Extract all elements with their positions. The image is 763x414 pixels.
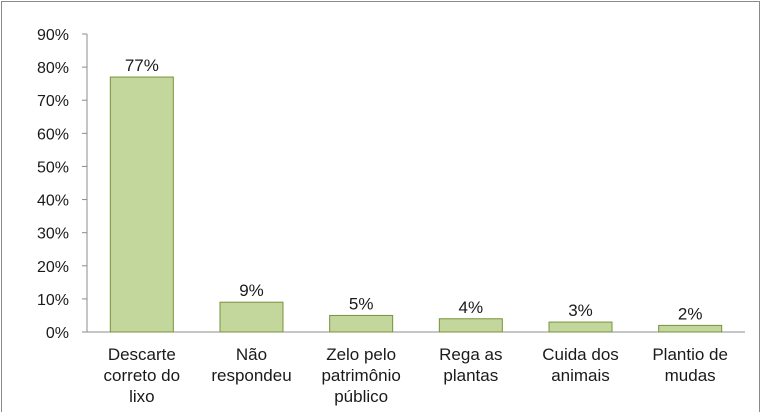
y-tick-label: 0% (46, 325, 69, 342)
category-label: Plantio de mudas (652, 345, 728, 385)
category-label: Zelo pelo patrimônio público (321, 345, 400, 406)
y-tick-label: 80% (37, 60, 69, 77)
category-label-line: Cuida dos (542, 345, 619, 364)
bars (109, 76, 723, 333)
category-label: Cuida dos animais (542, 345, 619, 385)
bar (219, 301, 284, 333)
data-label: 9% (239, 281, 264, 300)
category-label-line: Não (236, 345, 267, 364)
y-tick-label: 60% (37, 126, 69, 143)
y-tick-label: 70% (37, 93, 69, 110)
y-tick-label: 20% (37, 259, 69, 276)
category-label-line: mudas (665, 366, 716, 385)
category-label-line: Rega as (439, 345, 502, 364)
bar (109, 76, 174, 333)
bar (329, 314, 394, 333)
y-tick-labels: 0% 10% 20% 30% 40% 50% 60% 70% 80% 90% (37, 27, 87, 342)
bar (658, 324, 723, 333)
data-labels: 77% 9% 5% 4% 3% 2% (125, 56, 703, 323)
y-tick-label: 50% (37, 159, 69, 176)
y-tick-label: 40% (37, 193, 69, 210)
category-label: Não respondeu (211, 345, 291, 385)
data-label: 5% (349, 294, 374, 313)
data-label: 4% (459, 298, 484, 317)
category-label-line: respondeu (211, 366, 291, 385)
bar (548, 321, 613, 333)
data-label: 3% (568, 301, 593, 320)
category-label: Descarte correto do lixo (104, 345, 181, 406)
y-tick-label: 10% (37, 292, 69, 309)
category-label-line: lixo (129, 387, 155, 406)
data-label: 2% (678, 304, 703, 323)
category-label-line: público (334, 387, 388, 406)
bar (438, 318, 503, 333)
data-label: 77% (125, 56, 159, 75)
category-label: Rega as plantas (439, 345, 502, 385)
category-label-line: Zelo pelo (326, 345, 396, 364)
y-tick-label: 30% (37, 226, 69, 243)
category-label-line: animais (551, 366, 610, 385)
category-labels: Descarte correto do lixo Não respondeu Zelo p… (104, 345, 728, 406)
category-label-line: Descarte (108, 345, 176, 364)
y-tick-label: 90% (37, 27, 69, 44)
category-label-line: patrimônio (321, 366, 400, 385)
category-label-line: correto do (104, 366, 181, 385)
category-label-line: plantas (443, 366, 498, 385)
category-label-line: Plantio de (652, 345, 728, 364)
